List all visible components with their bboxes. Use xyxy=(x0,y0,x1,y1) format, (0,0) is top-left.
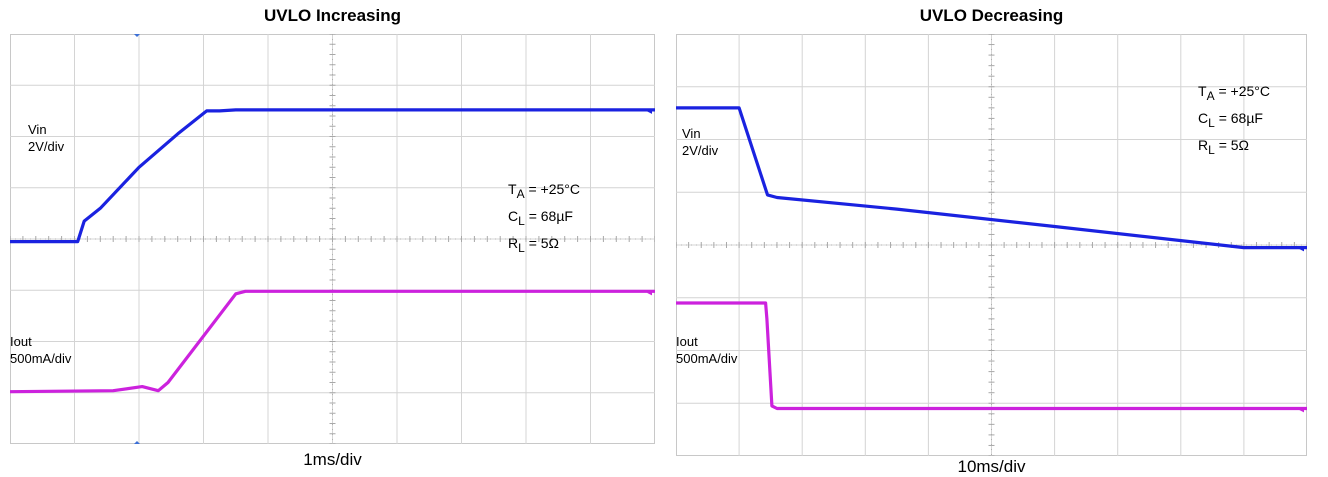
channel-marker-icon: ◂ xyxy=(647,106,652,117)
channel-marker-icon: ◂ xyxy=(647,287,652,298)
right-scope-svg: ◂ ◂ Vin 2V/div Iout 500mA/div TA = +25°C CL = 6… xyxy=(675,33,1308,457)
condition-ta: TA = +25°C xyxy=(1198,83,1270,103)
trace-vin xyxy=(676,106,1307,250)
condition-cl: CL = 68µF xyxy=(508,208,573,228)
right-timebase-label: 10ms/div xyxy=(957,457,1026,476)
trace-iout xyxy=(9,289,655,394)
series-scale-label: 2V/div xyxy=(28,139,65,154)
series-name-label: Vin xyxy=(682,126,701,141)
series-name-label: Iout xyxy=(676,334,698,349)
left-chart-title: UVLO Increasing xyxy=(264,6,401,25)
series-scale-label: 2V/div xyxy=(682,143,719,158)
series-name-label: Vin xyxy=(28,122,47,137)
series-scale-label: 500mA/div xyxy=(10,351,72,366)
left-timebase-label: 1ms/div xyxy=(303,450,362,469)
condition-rl: RL = 5Ω xyxy=(1198,137,1249,157)
series-name-label: Iout xyxy=(10,334,32,349)
trace-vin xyxy=(10,108,655,244)
channel-marker-icon: ◂ xyxy=(1299,244,1304,255)
channel-marker-icon: ◂ xyxy=(1299,405,1304,416)
right-chart-title: UVLO Decreasing xyxy=(919,6,1064,25)
scope-grid xyxy=(675,33,1308,457)
right-scope-screen: ◂ ◂ Vin 2V/div Iout 500mA/div TA = +25°C CL = 6… xyxy=(675,33,1308,457)
condition-rl: RL = 5Ω xyxy=(508,235,559,255)
left-scope-screen: ◂ ◂ Vin 2V/div Iout 500mA/div TA = +25°C CL = 6… xyxy=(9,31,656,447)
series-scale-label: 500mA/div xyxy=(676,351,738,366)
condition-ta: TA = +25°C xyxy=(508,181,580,201)
left-scope-svg: ◂ ◂ Vin 2V/div Iout 500mA/div TA = +25°C CL = 6… xyxy=(9,31,656,447)
trace-iout xyxy=(676,301,1307,411)
condition-cl: CL = 68µF xyxy=(1198,110,1263,130)
